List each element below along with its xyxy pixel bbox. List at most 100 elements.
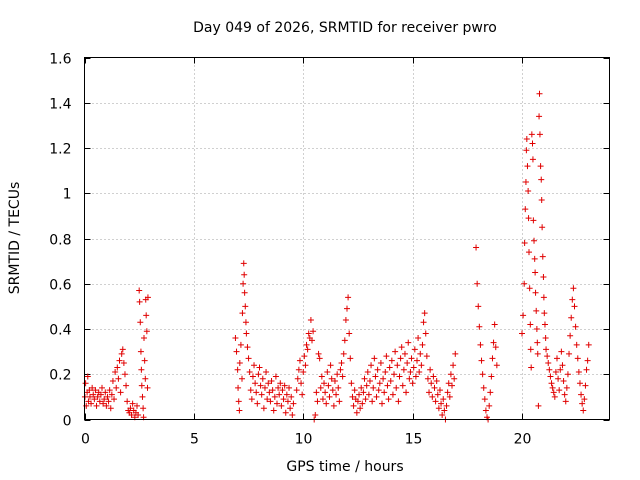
data-point — [450, 362, 457, 369]
data-point — [556, 387, 563, 394]
data-point — [380, 375, 387, 382]
data-point — [434, 391, 441, 398]
data-point — [325, 382, 332, 389]
data-point — [395, 398, 402, 405]
data-point — [239, 310, 246, 317]
data-point — [249, 373, 256, 380]
data-point — [236, 359, 243, 366]
data-point — [445, 380, 452, 387]
data-point — [554, 355, 560, 362]
data-point — [316, 355, 323, 362]
data-point — [366, 378, 373, 385]
data-point — [124, 398, 131, 405]
data-point — [127, 405, 134, 412]
data-point — [525, 187, 532, 194]
data-point — [570, 285, 577, 292]
y-tick-label: 0 — [63, 414, 72, 430]
data-point — [447, 371, 454, 378]
data-point — [527, 321, 534, 328]
data-point — [360, 389, 367, 396]
data-points — [81, 90, 592, 423]
data-point — [139, 393, 146, 400]
data-point — [573, 341, 580, 348]
chart-title: Day 049 of 2026, SRMTID for receiver pwr… — [193, 20, 497, 36]
data-point — [491, 321, 498, 328]
data-point — [330, 402, 337, 409]
data-point — [288, 393, 295, 400]
data-point — [552, 368, 559, 375]
data-point — [435, 405, 442, 412]
data-point — [525, 215, 532, 222]
data-point — [254, 400, 261, 407]
data-point — [283, 391, 290, 398]
data-point — [410, 364, 417, 371]
data-point — [520, 312, 527, 319]
data-point — [451, 375, 458, 382]
data-point — [476, 323, 483, 330]
data-point — [489, 355, 496, 362]
data-point — [557, 366, 564, 373]
data-point — [100, 400, 107, 407]
data-point — [585, 341, 592, 348]
data-point — [564, 371, 571, 378]
data-point — [571, 303, 578, 310]
data-point — [399, 382, 406, 389]
data-point — [93, 402, 100, 409]
data-point — [113, 384, 120, 391]
data-point — [241, 289, 248, 296]
data-point — [295, 366, 302, 373]
data-point — [236, 407, 243, 414]
data-point — [271, 393, 278, 400]
data-point — [536, 90, 543, 97]
data-point — [574, 355, 581, 362]
data-point — [427, 366, 434, 373]
data-point — [337, 366, 344, 373]
data-point — [101, 396, 108, 403]
data-point — [354, 398, 361, 405]
data-point — [441, 407, 448, 414]
data-point — [388, 357, 395, 364]
data-point — [351, 387, 358, 394]
data-point — [446, 393, 453, 400]
data-point — [401, 350, 408, 357]
data-point — [522, 178, 529, 185]
data-point — [562, 398, 569, 405]
data-point — [338, 359, 345, 366]
data-point — [452, 350, 459, 357]
axis-ticks: 0 0.2 0.4 0.6 0.8 1 1.2 1.4 1.6 0 5 10 15 20 — [49, 52, 610, 448]
data-point — [551, 393, 558, 400]
data-point — [359, 400, 366, 407]
data-point — [116, 357, 123, 364]
data-point — [241, 271, 248, 278]
data-point — [536, 113, 543, 120]
data-point — [396, 373, 403, 380]
data-point — [91, 396, 98, 403]
data-point — [582, 382, 589, 389]
data-point — [420, 319, 427, 326]
data-point — [313, 389, 320, 396]
data-point — [119, 346, 126, 353]
data-point — [104, 393, 111, 400]
data-point — [346, 330, 353, 337]
data-point — [419, 341, 426, 348]
data-point — [373, 393, 380, 400]
data-point — [480, 384, 487, 391]
data-point — [584, 357, 591, 364]
y-axis-label: SRMTID / TECUs — [7, 182, 23, 295]
data-point — [323, 400, 330, 407]
y-tick-label: 0.8 — [49, 233, 71, 249]
data-point — [290, 400, 297, 407]
data-point — [94, 393, 101, 400]
data-point — [429, 393, 436, 400]
data-point — [375, 387, 382, 394]
data-point — [575, 368, 582, 375]
data-point — [559, 362, 566, 369]
data-point — [561, 391, 568, 398]
data-point — [481, 396, 488, 403]
data-point — [381, 389, 388, 396]
data-point — [372, 373, 379, 380]
data-point — [140, 405, 147, 412]
data-point — [521, 280, 528, 287]
data-point — [324, 368, 331, 375]
data-point — [345, 294, 352, 301]
